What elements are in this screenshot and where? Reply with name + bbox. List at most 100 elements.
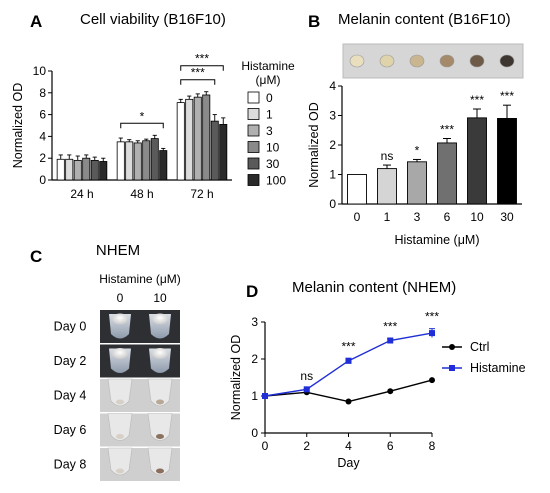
significance-label: *** (341, 339, 355, 353)
x-tick-label: 6 (387, 439, 394, 453)
x-category-label: 24 h (70, 187, 93, 201)
x-tick-label: 1 (384, 210, 391, 224)
y-tick-label: 0 (39, 173, 46, 187)
bar (159, 150, 168, 181)
y-tick-label: 2 (39, 151, 46, 165)
day-row-label: Day 6 (54, 423, 87, 437)
legend-label: Histamine (470, 361, 526, 375)
tube (147, 413, 173, 441)
significance-label: *** (191, 66, 205, 80)
legend-label: 30 (266, 157, 280, 171)
tube (147, 378, 173, 407)
pellet-photo-strip (342, 43, 524, 79)
significance-bracket (120, 122, 164, 129)
panel-d-letter: D (246, 282, 258, 301)
tube-pellet (116, 468, 124, 474)
legend-swatch (247, 174, 260, 186)
y-axis-label: Normalized OD (11, 83, 25, 168)
legend-label: 100 (266, 174, 286, 188)
x-category-label: 72 h (190, 187, 213, 201)
bar (142, 140, 151, 181)
bar (65, 158, 74, 181)
data-point (303, 386, 310, 393)
chart-d: 0 1 2 3 0 2 4 6 8 Day Normalized OD ns *** *** *** Ctrl… (229, 310, 526, 470)
x-tick-label: 3 (414, 210, 421, 224)
data-point (429, 330, 435, 337)
bar (185, 98, 194, 181)
y-tick-label: 3 (251, 315, 258, 329)
x-tick-label: 6 (444, 210, 451, 224)
nhem-column-0: 0 (117, 291, 124, 305)
bar (176, 102, 185, 181)
legend-title: Histamine (241, 59, 295, 73)
y-tick-label: 1 (251, 389, 258, 403)
panel-d-title: Melanin content (NHEM) (292, 279, 456, 296)
tube-pellet (156, 468, 164, 474)
bar (82, 157, 91, 181)
bar (99, 161, 108, 181)
x-tick-label: 10 (470, 210, 484, 224)
bar (437, 142, 457, 205)
significance-label: *** (500, 89, 514, 103)
bar (56, 158, 65, 181)
y-tick-label: 3 (329, 109, 336, 123)
legend-swatch (247, 91, 260, 104)
bar (219, 124, 228, 181)
tube (107, 413, 133, 441)
bar (90, 159, 99, 181)
bar (73, 159, 82, 181)
cell-pellet (379, 54, 395, 68)
data-point (429, 377, 435, 384)
data-point (387, 388, 394, 395)
x-tick-label: 0 (354, 210, 361, 224)
y-tick-label: 10 (33, 64, 47, 78)
day-row-label: Day 4 (54, 389, 87, 403)
tube-pellet (112, 313, 128, 325)
data-point (387, 337, 394, 344)
bar (210, 120, 219, 181)
y-tick-label: 6 (39, 108, 46, 122)
bar (377, 168, 397, 205)
x-tick-label: 30 (500, 210, 514, 224)
panel-c-title: NHEM (96, 242, 140, 259)
legend-swatch (247, 124, 260, 137)
x-axis-label: Histamine (μM) (395, 233, 480, 247)
significance-label: *** (470, 93, 484, 107)
bar (347, 174, 367, 205)
legend-title: (μM) (256, 73, 281, 87)
tube-pellet (152, 348, 168, 359)
legend-swatch (247, 141, 260, 153)
x-tick-label: 4 (345, 439, 352, 453)
x-axis-label: Day (337, 456, 360, 470)
y-tick-label: 1 (329, 168, 336, 182)
significance-bracket (180, 65, 224, 71)
significance-label: ns (300, 369, 313, 383)
panel-a-title: Cell viability (B16F10) (80, 11, 226, 28)
significance-label: * (415, 143, 420, 157)
cell-pellet (409, 54, 425, 68)
legend-marker (449, 344, 455, 350)
bar (193, 96, 202, 181)
tube-pellet (116, 399, 124, 405)
significance-bracket (180, 79, 216, 85)
y-tick-label: 2 (329, 138, 336, 152)
data-point (262, 393, 268, 399)
nhem-histamine-label: Histamine (μM) (99, 272, 181, 286)
nhem-tube-photos: Histamine (μM) 0 10 Day 0 Day 2 Day 4 Day 6… (54, 272, 181, 481)
tube-pellet (152, 313, 168, 325)
y-tick-label: 2 (251, 352, 258, 366)
significance-label: *** (195, 52, 209, 66)
legend-label: Ctrl (470, 340, 489, 354)
nhem-column-10: 10 (153, 291, 167, 305)
x-category-label: 48 h (130, 187, 153, 201)
x-tick-label: 2 (303, 439, 310, 453)
tube-pellet (156, 399, 164, 405)
legend-label: 3 (266, 124, 273, 138)
y-tick-label: 0 (329, 197, 336, 211)
x-tick-label: 0 (262, 439, 269, 453)
tube-pellet (116, 434, 124, 439)
data-point (345, 357, 352, 364)
legend-label: 1 (266, 108, 273, 122)
bar (497, 117, 517, 205)
